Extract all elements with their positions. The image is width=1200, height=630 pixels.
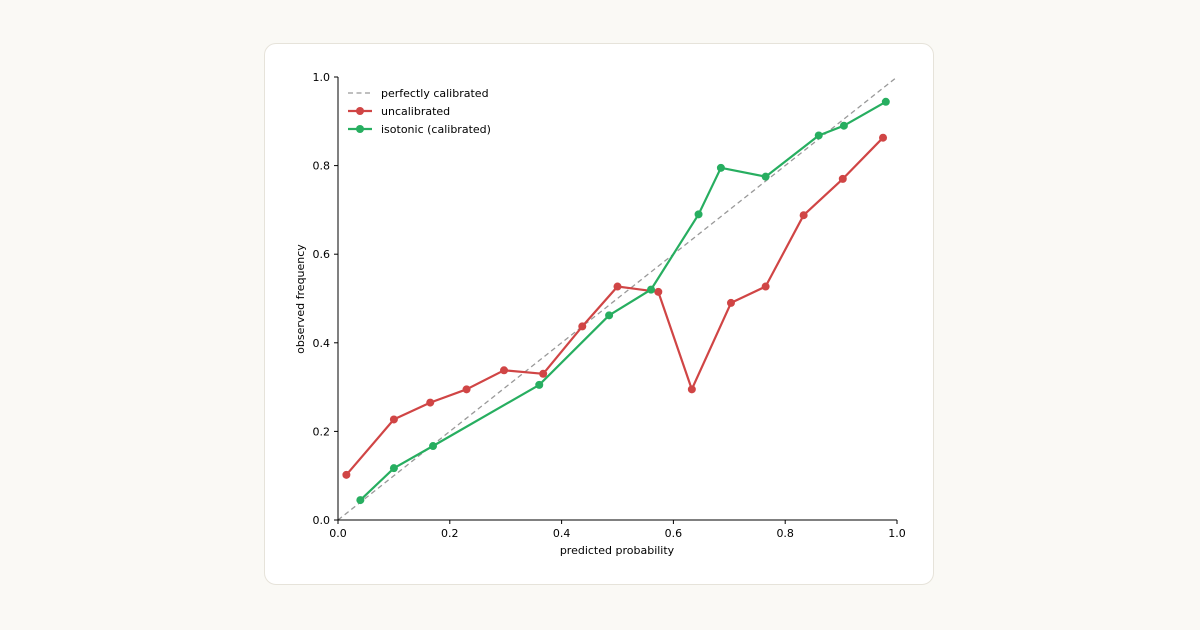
axes-layer: 0.0 0.2 0.4 0.6 0.8 1.0 0.0 0.2 0.4 0.6 0.8 1.0	[313, 71, 906, 540]
data-point-isotonic-calibrated	[716, 163, 725, 172]
y-axis-label: observed frequency	[294, 244, 307, 354]
data-point-uncalibrated	[426, 398, 435, 407]
data-point-uncalibrated	[342, 470, 351, 479]
legend: perfectly calibrated uncalibrated isotonic…	[348, 87, 491, 136]
data-point-uncalibrated	[389, 415, 398, 424]
data-point-uncalibrated	[654, 287, 663, 296]
x-tick-label: 0.6	[665, 527, 683, 540]
series-layer	[342, 97, 890, 505]
y-tick-label: 0.0	[313, 514, 331, 527]
y-tick-label: 0.4	[313, 337, 331, 350]
data-point-uncalibrated	[500, 366, 509, 375]
series-line-isotonic-calibrated	[359, 100, 887, 502]
y-tick-label: 0.6	[313, 248, 331, 261]
data-point-uncalibrated	[761, 282, 770, 291]
y-tick-label: 0.8	[313, 160, 331, 173]
legend-label: isotonic (calibrated)	[381, 123, 491, 136]
data-point-isotonic-calibrated	[356, 496, 365, 505]
data-point-uncalibrated	[687, 385, 696, 394]
series-line-uncalibrated	[345, 136, 885, 476]
x-axis-label: predicted probability	[560, 544, 675, 557]
data-point-uncalibrated	[578, 322, 587, 331]
x-tick-label: 0.2	[441, 527, 459, 540]
data-point-uncalibrated	[613, 282, 622, 291]
data-point-isotonic-calibrated	[429, 442, 438, 451]
data-point-uncalibrated	[879, 133, 888, 142]
data-point-uncalibrated	[726, 298, 735, 307]
data-point-isotonic-calibrated	[605, 311, 614, 320]
data-point-uncalibrated	[799, 211, 808, 220]
data-point-uncalibrated	[539, 369, 548, 378]
legend-label: perfectly calibrated	[381, 87, 489, 100]
x-tick-label: 0.8	[776, 527, 794, 540]
data-point-isotonic-calibrated	[814, 131, 823, 140]
data-point-isotonic-calibrated	[694, 210, 703, 219]
x-tick-label: 0.4	[553, 527, 571, 540]
data-point-isotonic-calibrated	[535, 380, 544, 389]
y-tick-label: 0.2	[313, 425, 331, 438]
data-point-isotonic-calibrated	[389, 464, 398, 473]
legend-label: uncalibrated	[381, 105, 450, 118]
data-point-isotonic-calibrated	[839, 121, 848, 130]
data-point-uncalibrated	[838, 174, 847, 183]
data-point-isotonic-calibrated	[647, 285, 656, 294]
legend-swatch-marker	[356, 125, 364, 133]
data-point-uncalibrated	[462, 385, 471, 394]
data-point-isotonic-calibrated	[761, 172, 770, 181]
x-tick-label: 1.0	[888, 527, 906, 540]
data-point-isotonic-calibrated	[881, 97, 890, 106]
legend-swatch-marker	[356, 107, 364, 115]
y-tick-label: 1.0	[313, 71, 331, 84]
x-tick-label: 0.0	[329, 527, 347, 540]
